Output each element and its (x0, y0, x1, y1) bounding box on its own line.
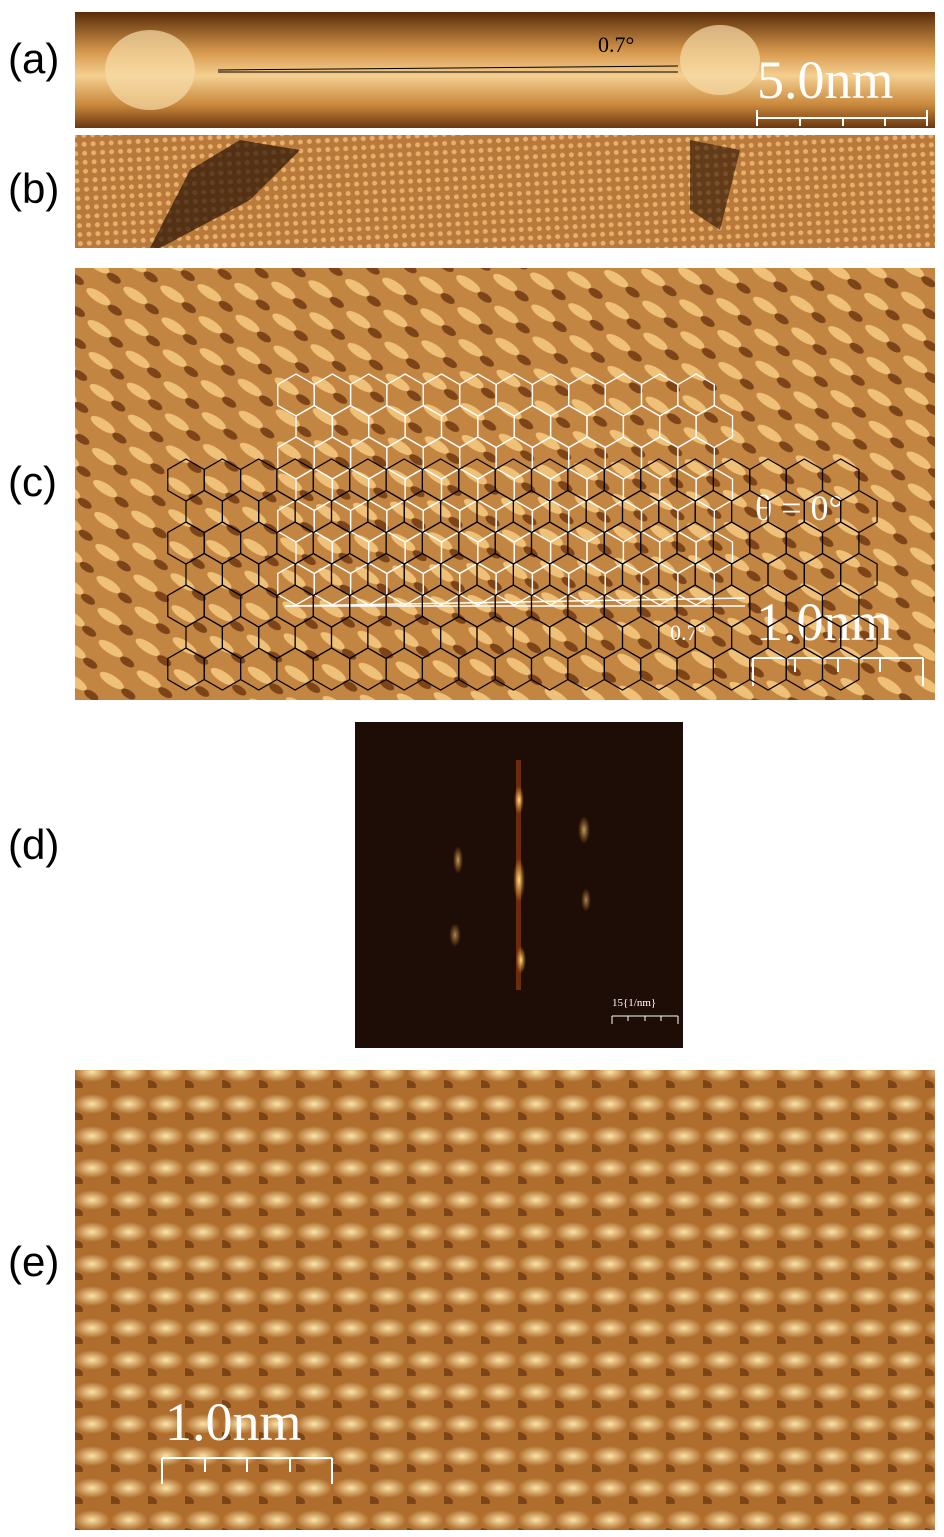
stm-image (75, 1070, 935, 1530)
hexagon (821, 647, 860, 691)
panel-label: (e) (8, 1238, 59, 1285)
panel-label: (a) (8, 35, 59, 82)
feature (690, 140, 740, 230)
scale-bar (611, 1015, 679, 1024)
theta-label: θ = 0° (755, 488, 843, 528)
angle-line (284, 597, 746, 607)
feature (105, 30, 195, 110)
scale-label: 1.0nm (165, 1392, 302, 1452)
scale-bar (161, 1457, 333, 1484)
scale-label: 5.0nm (757, 50, 894, 110)
feature (680, 25, 760, 95)
scale-label: 1.0nm (756, 592, 893, 652)
angle-line (217, 65, 679, 71)
stm-image (75, 268, 935, 700)
scale-label: 15{1/nm} (612, 997, 656, 1009)
scale-bar (756, 110, 928, 126)
panel-label: (c) (8, 458, 57, 505)
feature (150, 140, 300, 248)
panel-label: (b) (8, 165, 59, 212)
fft-spots (449, 760, 591, 990)
angle-label: 0.7° (598, 32, 634, 57)
hexagon-overlay (277, 373, 734, 606)
panel-label: (d) (8, 821, 59, 868)
hexagon (677, 562, 715, 606)
hexagon-overlay (167, 458, 878, 691)
